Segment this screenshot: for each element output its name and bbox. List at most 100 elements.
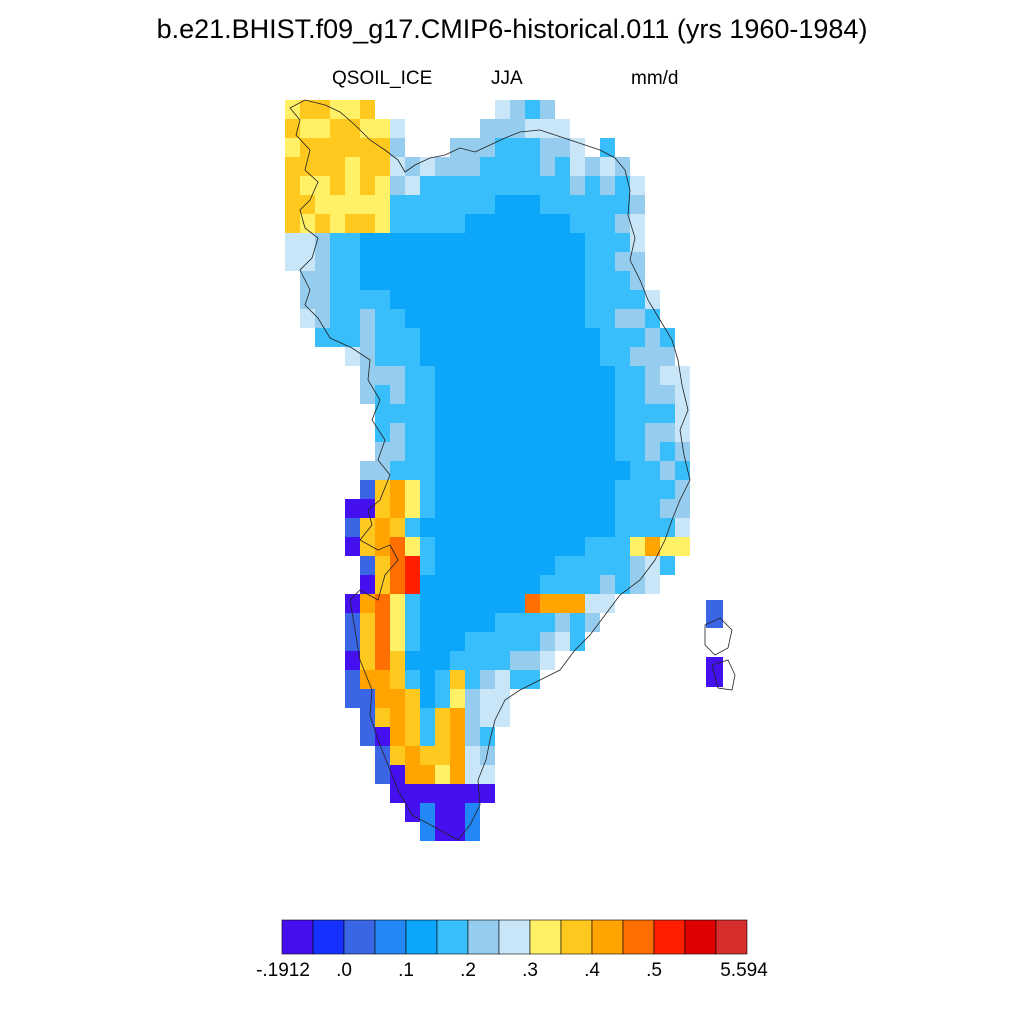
map-cell: [345, 537, 360, 556]
map-cell: [510, 518, 525, 537]
map-cell: [405, 670, 420, 689]
map-cell: [465, 727, 480, 746]
map-cell: [405, 518, 420, 537]
map-cell: [660, 442, 675, 461]
map-cell: [615, 347, 630, 366]
map-cell: [510, 442, 525, 461]
map-cell: [375, 157, 390, 176]
map-cell: [420, 632, 435, 651]
map-cell: [465, 613, 480, 632]
map-cell: [465, 328, 480, 347]
map-cell: [405, 423, 420, 442]
map-cell: [630, 290, 645, 309]
map-cell: [330, 157, 345, 176]
map-cell: [510, 195, 525, 214]
map-cell: [360, 271, 375, 290]
map-cell: [360, 727, 375, 746]
map-cell: [540, 176, 555, 195]
map-cell: [375, 309, 390, 328]
map-cell: [480, 347, 495, 366]
map-cell: [645, 404, 660, 423]
map-cell: [480, 518, 495, 537]
map-cell: [615, 537, 630, 556]
map-cell: [390, 271, 405, 290]
map-cell: [645, 366, 660, 385]
map-cell: [465, 252, 480, 271]
map-cell: [375, 632, 390, 651]
colorbar-box: [405, 919, 438, 955]
map-cell: [630, 442, 645, 461]
map-cell: [600, 252, 615, 271]
map-cell: [360, 461, 375, 480]
map-cell: [585, 442, 600, 461]
map-cell: [435, 347, 450, 366]
map-cell: [540, 252, 555, 271]
map-cell: [660, 347, 675, 366]
map-cell: [420, 803, 435, 822]
map-cell: [555, 613, 570, 632]
map-cell: [375, 670, 390, 689]
map-cell: [435, 594, 450, 613]
map-cell: [420, 499, 435, 518]
map-cell: [645, 480, 660, 499]
map-cell: [450, 784, 465, 803]
map-cell: [480, 176, 495, 195]
map-cell: [660, 461, 675, 480]
map-cell: [360, 309, 375, 328]
map-cell: [435, 689, 450, 708]
map-cell: [465, 632, 480, 651]
map-cell: [495, 309, 510, 328]
map-cell: [345, 176, 360, 195]
map-cell: [540, 119, 555, 138]
map-cell: [555, 138, 570, 157]
map-cell: [375, 271, 390, 290]
colorbar-box: [684, 919, 717, 955]
map-cell: [300, 271, 315, 290]
map-cell: [630, 195, 645, 214]
map-cell: [450, 594, 465, 613]
map-cell: [525, 480, 540, 499]
colorbar-tick-label: -.1912: [256, 960, 310, 981]
colorbar-box: [374, 919, 407, 955]
map-cell: [555, 157, 570, 176]
map-cell: [435, 575, 450, 594]
map-cell: [600, 404, 615, 423]
map-cell: [420, 366, 435, 385]
map-cell: [495, 157, 510, 176]
map-cell: [495, 670, 510, 689]
map-cell: [555, 556, 570, 575]
map-cell: [555, 347, 570, 366]
map-cell: [570, 271, 585, 290]
map-cell: [435, 613, 450, 632]
map-cell: [450, 803, 465, 822]
map-cell: [465, 442, 480, 461]
map-cell: [510, 651, 525, 670]
map-cell: [600, 347, 615, 366]
plot-title: b.e21.BHIST.f09_g17.CMIP6-historical.011…: [156, 14, 868, 44]
map-cell: [390, 347, 405, 366]
map-cell: [570, 499, 585, 518]
map-cell: [510, 119, 525, 138]
map-cell: [360, 385, 375, 404]
map-cell: [555, 404, 570, 423]
map-cell: [570, 461, 585, 480]
map-cell: [600, 214, 615, 233]
map-cell: [480, 480, 495, 499]
map-cell: [510, 632, 525, 651]
colorbar-box: [312, 919, 345, 955]
map-cell: [570, 480, 585, 499]
map-cell: [630, 328, 645, 347]
map-cell: [555, 423, 570, 442]
map-cell: [525, 575, 540, 594]
map-cell: [465, 138, 480, 157]
map-cell: [390, 670, 405, 689]
map-cell: [420, 442, 435, 461]
map-cell: [375, 556, 390, 575]
map-cell: [345, 347, 360, 366]
map-cell: [435, 328, 450, 347]
map-cell: [390, 290, 405, 309]
map-cell: [315, 138, 330, 157]
map-cell: [420, 328, 435, 347]
map-cell: [645, 537, 660, 556]
map-cell: [645, 442, 660, 461]
